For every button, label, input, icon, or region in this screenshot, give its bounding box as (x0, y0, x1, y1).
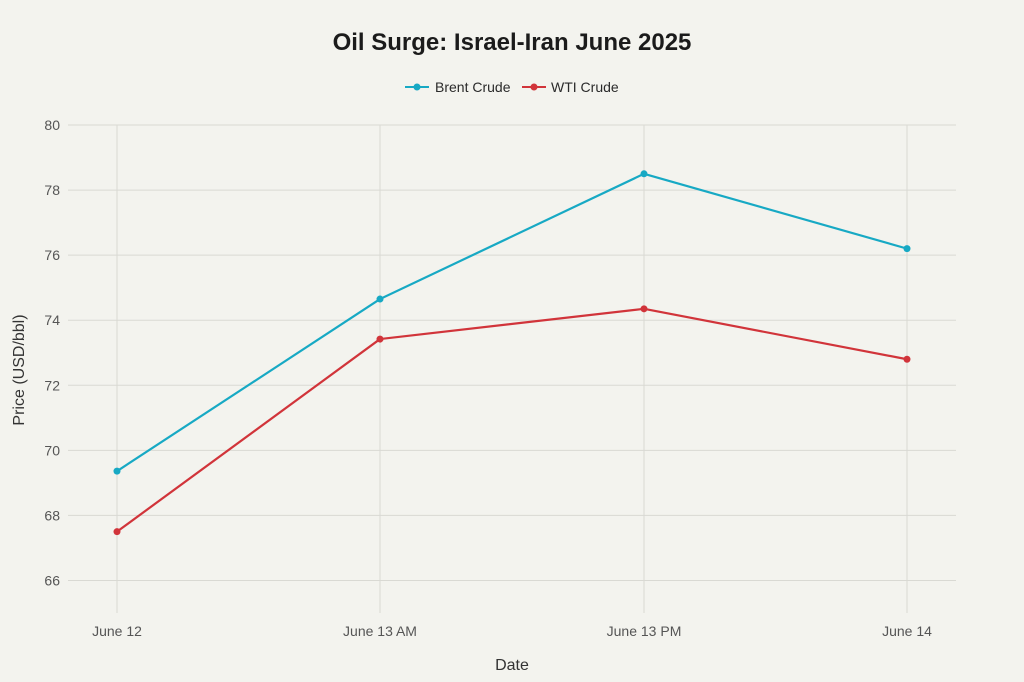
legend-item-brent[interactable]: Brent Crude (405, 79, 511, 95)
y-tick-label: 66 (44, 572, 60, 588)
data-point-brent-crude[interactable] (903, 245, 911, 253)
series-line-wti-crude[interactable] (116, 307, 908, 533)
gridlines (68, 124, 956, 613)
y-axis-title: Price (USD/bbl) (11, 314, 28, 425)
chart-title: Oil Surge: Israel-Iran June 2025 (333, 29, 692, 56)
data-point-brent-crude[interactable] (113, 467, 121, 475)
data-point-wti-crude[interactable] (113, 528, 121, 536)
data-point-wti-crude[interactable] (640, 305, 648, 313)
x-axis-title: Date (495, 657, 529, 674)
y-tick-label: 76 (44, 247, 60, 263)
x-axis-ticks: June 12 June 13 AM June 13 PM June 14 (92, 623, 932, 639)
y-tick-label: 78 (44, 182, 60, 198)
y-tick-label: 74 (44, 312, 60, 328)
data-point-brent-crude[interactable] (640, 170, 648, 178)
x-tick-label: June 13 PM (607, 623, 682, 639)
y-tick-label: 80 (44, 117, 60, 133)
data-point-wti-crude[interactable] (376, 335, 384, 343)
legend-item-wti[interactable]: WTI Crude (522, 79, 619, 95)
y-tick-label: 72 (44, 377, 60, 393)
data-point-brent-crude[interactable] (376, 295, 384, 303)
series-line-brent-crude[interactable] (116, 172, 908, 473)
y-tick-label: 68 (44, 507, 60, 523)
data-point-wti-crude[interactable] (903, 355, 911, 363)
y-tick-label: 70 (44, 442, 60, 458)
series-lines (113, 170, 911, 536)
legend: Brent Crude WTI Crude (405, 79, 619, 95)
x-tick-label: June 12 (92, 623, 142, 639)
legend-label-wti: WTI Crude (551, 79, 619, 95)
legend-marker-brent (413, 83, 421, 91)
legend-marker-wti (530, 83, 538, 91)
x-tick-label: June 14 (882, 623, 932, 639)
y-axis-ticks: 66 68 70 72 74 76 78 80 (44, 117, 60, 588)
legend-label-brent: Brent Crude (435, 79, 511, 95)
x-tick-label: June 13 AM (343, 623, 417, 639)
